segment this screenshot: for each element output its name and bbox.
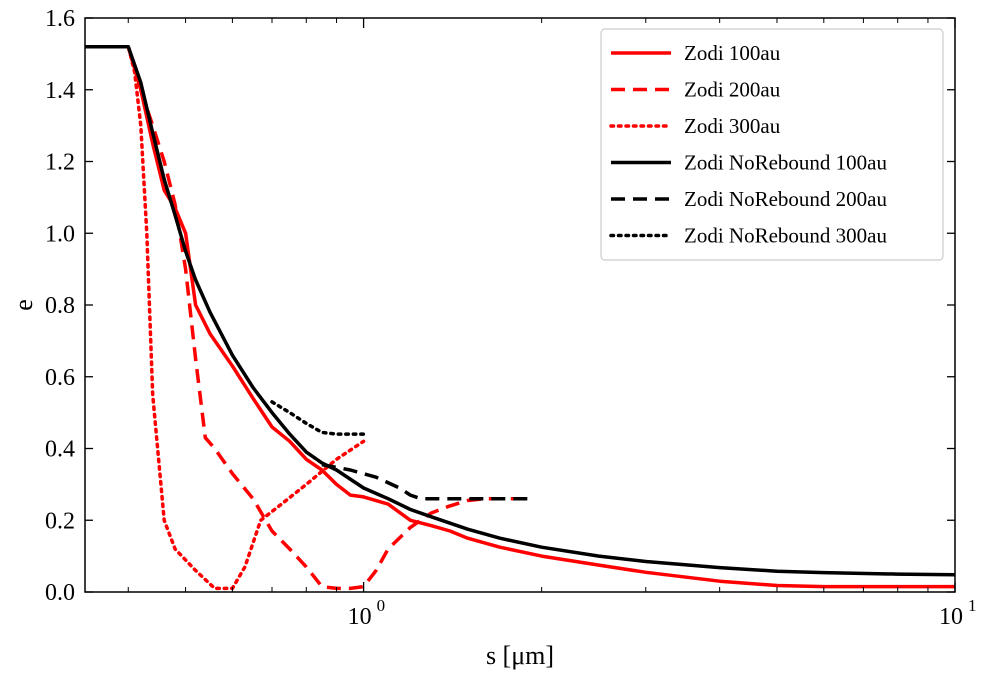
series-zodi-norebound-300au: [270, 400, 366, 436]
x-tick-label: 10: [348, 604, 372, 630]
series-zodi-norebound-200au: [321, 462, 529, 501]
x-tick-label-exponent: 1: [968, 596, 977, 615]
y-tick-label: 0.8: [45, 293, 75, 319]
series-zodi-100au: [85, 44, 955, 589]
x-axis-label: s [μm]: [486, 641, 554, 670]
y-tick-label: 1.2: [45, 150, 75, 176]
legend-box: [600, 28, 944, 261]
series-zodi-300au: [85, 44, 366, 591]
plot-layer: [85, 44, 955, 591]
y-tick-label: 0.2: [45, 508, 75, 534]
axes-layer: 0.0 0.2 0.4 0.6 0.8 1.0 1.2 1.4 1.6 10 0 10 1 s [μm] e: [9, 6, 977, 670]
y-tick-label: 0.6: [45, 365, 75, 391]
y-tick-label: 1.4: [45, 78, 75, 104]
legend-label-zodi-norebound-100au: Zodi NoRebound 100au: [684, 151, 887, 175]
legend-label-zodi-100au: Zodi 100au: [684, 41, 781, 65]
legend-label-zodi-norebound-200au: Zodi NoRebound 200au: [684, 187, 887, 211]
legend-label-zodi-300au: Zodi 300au: [684, 114, 781, 138]
legend-label-zodi-norebound-300au: Zodi NoRebound 300au: [684, 224, 887, 248]
y-axis-label: e: [9, 299, 38, 311]
legend-label-zodi-200au: Zodi 200au: [684, 78, 781, 102]
legend: Zodi 100au Zodi 200au Zodi 300au Zodi NoReb…: [600, 28, 944, 261]
y-tick-label: 0.4: [45, 437, 75, 463]
x-tick-label-exponent: 0: [377, 596, 386, 615]
y-tick-label: 0.0: [45, 580, 75, 606]
x-tick-label: 10: [939, 604, 963, 630]
y-tick-label: 1.0: [45, 221, 75, 247]
y-tick-label: 1.6: [45, 6, 75, 32]
series-zodi-200au: [85, 44, 529, 591]
